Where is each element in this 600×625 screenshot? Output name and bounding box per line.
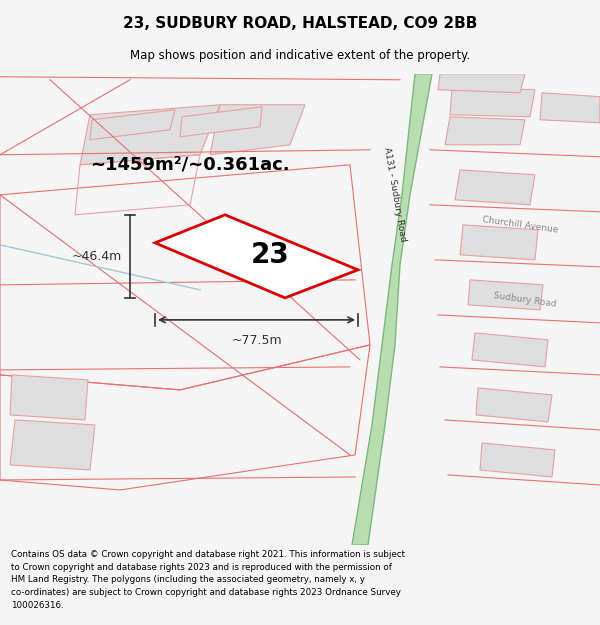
Polygon shape	[180, 107, 262, 137]
Text: ~46.4m: ~46.4m	[72, 250, 122, 263]
Text: 23: 23	[251, 241, 289, 269]
Polygon shape	[90, 110, 175, 140]
Polygon shape	[155, 215, 358, 298]
Polygon shape	[455, 170, 535, 205]
Polygon shape	[476, 388, 552, 422]
Text: Churchill Avenue: Churchill Avenue	[481, 215, 559, 234]
Text: ~77.5m: ~77.5m	[231, 334, 282, 347]
Polygon shape	[438, 74, 525, 92]
Text: A131 - Sudbury Road: A131 - Sudbury Road	[382, 147, 408, 242]
Text: ~1459m²/~0.361ac.: ~1459m²/~0.361ac.	[90, 156, 290, 174]
Text: 23, SUDBURY ROAD, HALSTEAD, CO9 2BB: 23, SUDBURY ROAD, HALSTEAD, CO9 2BB	[123, 16, 477, 31]
Polygon shape	[10, 375, 88, 420]
Polygon shape	[460, 225, 538, 260]
Polygon shape	[450, 87, 535, 117]
Polygon shape	[445, 117, 525, 145]
Polygon shape	[472, 333, 548, 367]
Polygon shape	[468, 280, 543, 310]
Text: Map shows position and indicative extent of the property.: Map shows position and indicative extent…	[130, 49, 470, 62]
Polygon shape	[480, 443, 555, 477]
Text: Sudbury Road: Sudbury Road	[493, 291, 557, 309]
Text: Contains OS data © Crown copyright and database right 2021. This information is : Contains OS data © Crown copyright and d…	[11, 550, 405, 610]
Polygon shape	[352, 74, 432, 545]
Polygon shape	[10, 420, 95, 470]
Polygon shape	[80, 105, 220, 165]
Polygon shape	[540, 92, 600, 123]
Polygon shape	[210, 105, 305, 155]
